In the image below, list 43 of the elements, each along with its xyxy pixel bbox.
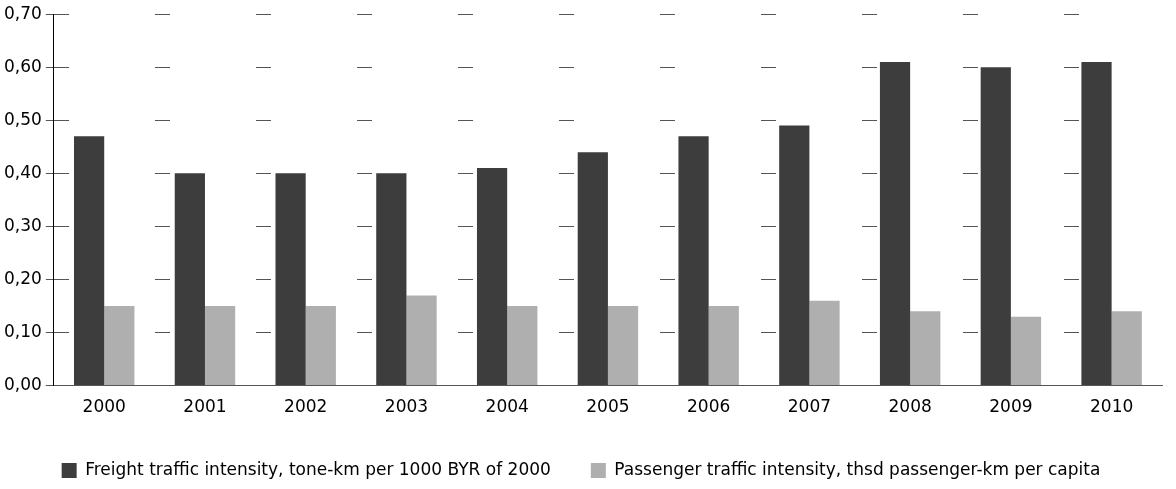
y-tick-label: 0,70 [3, 2, 42, 23]
bar [406, 295, 437, 386]
bar [1010, 316, 1042, 386]
bar [507, 306, 538, 386]
x-tick-label: 2009 [989, 396, 1033, 417]
y-tick-label: 0,40 [3, 161, 42, 182]
x-tick-label: 2006 [687, 396, 731, 417]
bar [879, 61, 911, 386]
bar [174, 173, 205, 386]
y-tick-label: 0,50 [3, 108, 42, 129]
x-tick-label: 2010 [1090, 396, 1134, 417]
x-tick-label: 2000 [82, 396, 126, 417]
bar [779, 125, 810, 386]
bar [809, 300, 840, 386]
bar [910, 311, 941, 386]
bar [980, 67, 1011, 386]
bar [708, 306, 739, 386]
bar [1081, 61, 1112, 386]
bar [275, 173, 306, 386]
y-tick-label: 0,10 [3, 320, 42, 341]
bar [204, 306, 236, 386]
x-tick-label: 2003 [384, 396, 429, 417]
x-tick-label: 2004 [485, 396, 529, 417]
x-tick-label: 2007 [787, 396, 832, 417]
bar [607, 306, 639, 386]
bar [74, 136, 105, 386]
x-tick-label: 2002 [284, 396, 328, 417]
x-tick-label: 2008 [888, 396, 932, 417]
legend-label: Freight traffic intensity, tone-km per 1000 BYR of 2000 [85, 458, 551, 479]
legend-label: Passenger traffic intensity, thsd passenger-km per capita [614, 458, 1101, 479]
bar [678, 136, 709, 386]
y-tick-label: 0,00 [3, 374, 42, 395]
x-tick-label: 2001 [183, 396, 227, 417]
bar [577, 152, 608, 386]
x-tick-label: 2005 [586, 396, 630, 417]
y-tick-label: 0,30 [3, 214, 42, 235]
bar [305, 306, 336, 386]
y-tick-label: 0,60 [3, 55, 42, 76]
bar [104, 306, 135, 386]
y-tick-label: 0,20 [3, 267, 42, 288]
bar [1111, 311, 1142, 386]
bar [476, 168, 508, 386]
bar [376, 173, 407, 386]
